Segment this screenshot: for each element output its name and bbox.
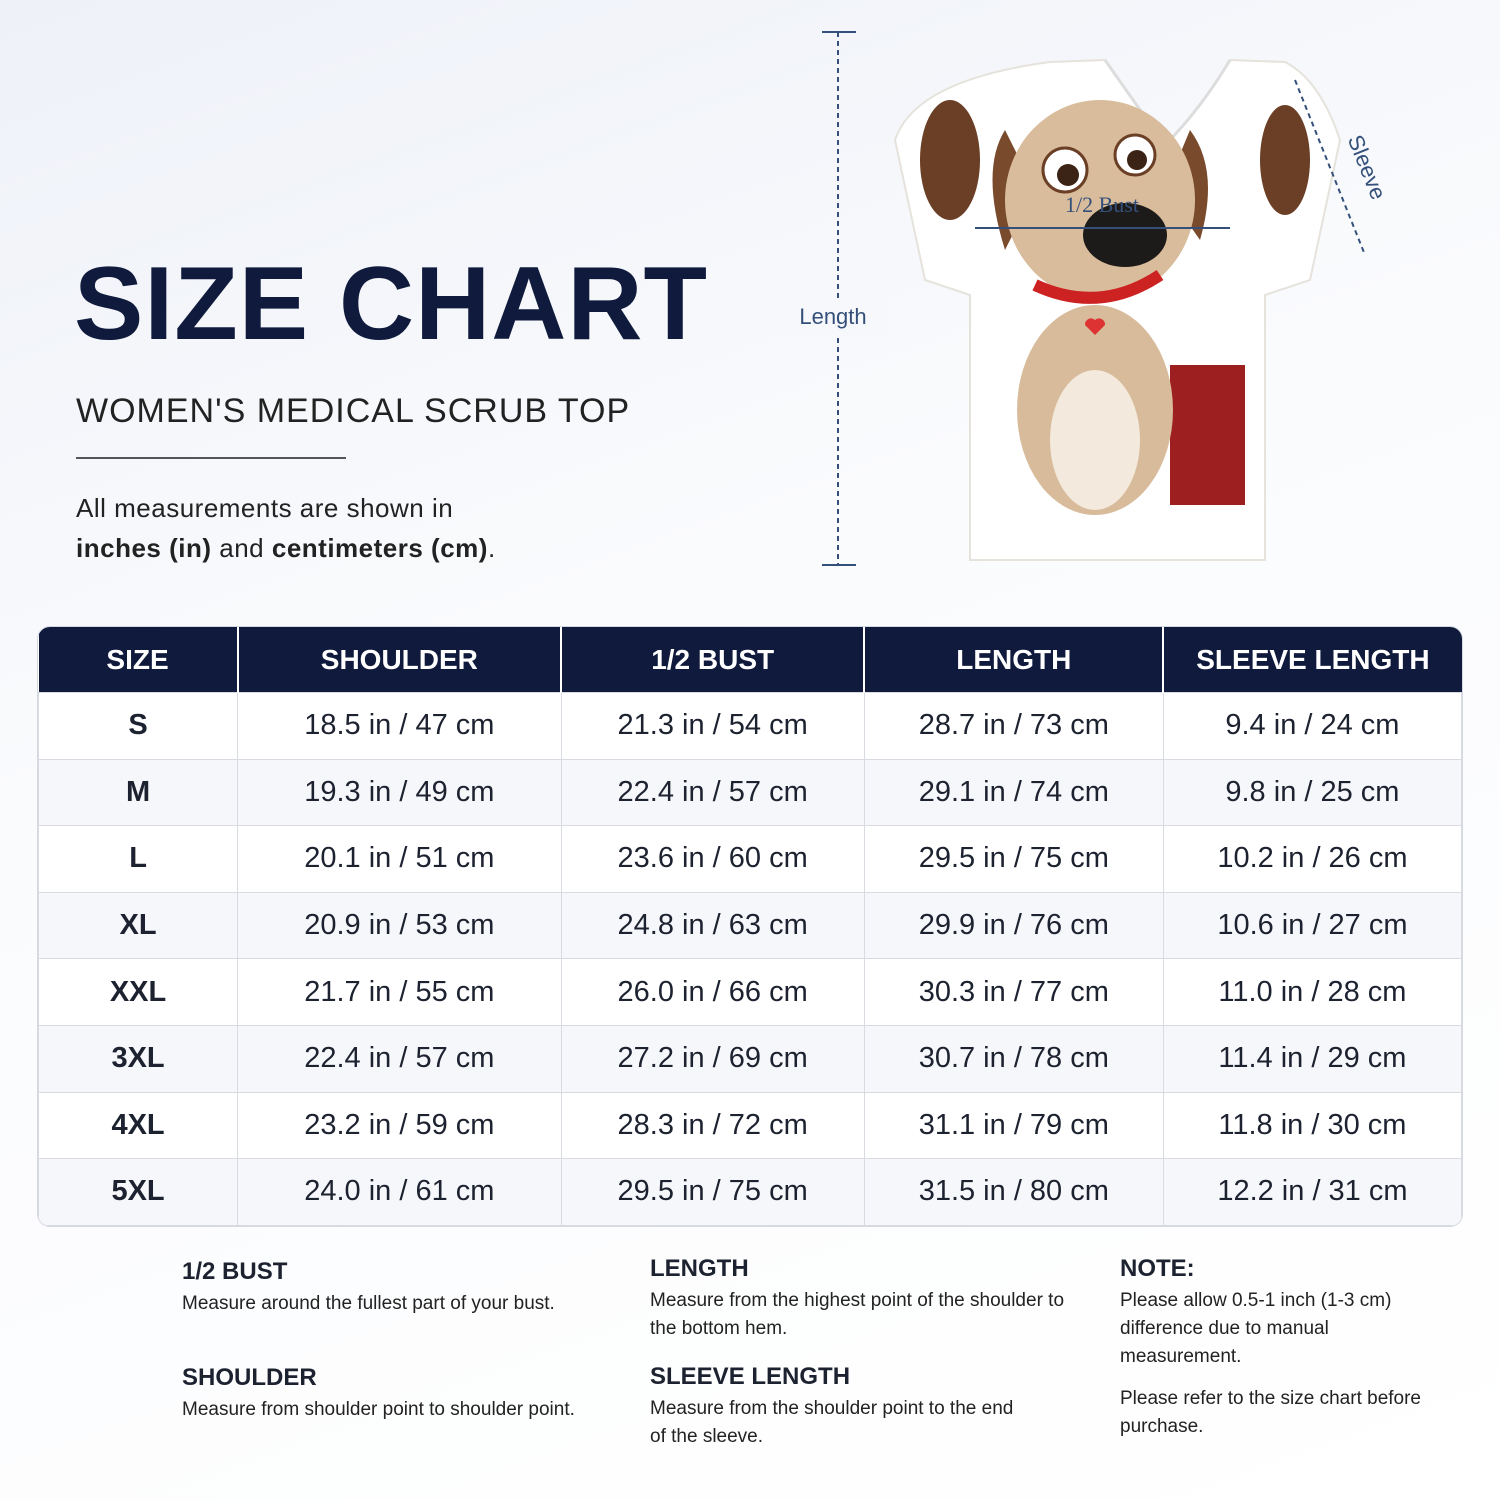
cell: 29.1 in / 74 cm: [863, 758, 1164, 827]
divider: [76, 457, 346, 459]
note: SLEEVE LENGTH Measure from the shoulder p…: [650, 1363, 1020, 1451]
note-text: Measure from shoulder point to shoulder …: [182, 1399, 575, 1420]
note: LENGTH Measure from the highest point of …: [650, 1255, 1090, 1343]
length-label: Length: [799, 304, 866, 329]
cell: 24.0 in / 61 cm: [237, 1158, 562, 1226]
column-header: LENGTH: [864, 627, 1165, 693]
table-row: XL 20.9 in / 53 cm 24.8 in / 63 cm 29.9 in …: [38, 891, 1462, 960]
intro-bold: centimeters (cm): [271, 533, 488, 563]
pattern: [920, 100, 980, 220]
pattern: [1260, 105, 1310, 215]
gift: [1170, 365, 1245, 505]
table-row: 3XL 22.4 in / 57 cm 27.2 in / 69 cm 30.7 in…: [38, 1024, 1462, 1093]
note-title: 1/2 BUST: [182, 1258, 288, 1285]
note-text: Measure around the fullest part of your …: [182, 1293, 555, 1314]
note-title: SHOULDER: [182, 1364, 317, 1391]
sleeve-line: [1294, 79, 1366, 256]
cell: 21.7 in / 55 cm: [237, 958, 562, 1026]
cell: 19.3 in / 49 cm: [237, 758, 562, 827]
size-cell: XL: [38, 891, 239, 960]
cell: 31.1 in / 79 cm: [863, 1091, 1164, 1160]
note-text: Measure from the shoulder point to the e…: [650, 1398, 1014, 1447]
dog-ears: [992, 130, 1208, 250]
bust-label: 1/2 Bust: [1065, 192, 1139, 217]
table-row: S 18.5 in / 47 cm 21.3 in / 54 cm 28.7 in /…: [38, 692, 1462, 760]
note-text: Please refer to the size chart before pu…: [1120, 1388, 1421, 1437]
cell: 27.2 in / 69 cm: [560, 1024, 865, 1093]
cell: 11.4 in / 29 cm: [1162, 1024, 1462, 1093]
dog-collar: [1032, 269, 1164, 304]
cell: 10.2 in / 26 cm: [1162, 825, 1462, 893]
note-title: LENGTH: [650, 1255, 749, 1282]
title: SIZE CHART: [74, 246, 708, 362]
cell: 24.8 in / 63 cm: [560, 891, 865, 960]
table-row: 4XL 23.2 in / 59 cm 28.3 in / 72 cm 31.1 in…: [38, 1091, 1462, 1160]
intro-text: .: [487, 533, 496, 563]
cell: 9.4 in / 24 cm: [1162, 692, 1462, 760]
column-header: SLEEVE LENGTH: [1163, 627, 1462, 693]
intro: All measurements are shown in inches (in)…: [76, 488, 496, 568]
size-cell: 4XL: [38, 1091, 239, 1160]
note-text: Measure from the highest point of the sh…: [650, 1290, 1065, 1339]
table-body: S 18.5 in / 47 cm 21.3 in / 54 cm 28.7 in /…: [38, 692, 1462, 1226]
note: NOTE: Please allow 0.5-1 inch (1-3 cm) di…: [1120, 1255, 1450, 1441]
dog-chest: [1050, 370, 1140, 510]
cell: 31.5 in / 80 cm: [863, 1158, 1164, 1226]
sleeve-label: Sleeve: [1343, 131, 1391, 203]
size-cell: XXL: [38, 958, 239, 1026]
size-cell: S: [38, 692, 239, 760]
cell: 28.7 in / 73 cm: [863, 692, 1164, 760]
label-bg: [788, 300, 888, 336]
header-row: SIZE SHOULDER 1/2 BUST LENGTH SLEEVE LENGTH: [38, 627, 1462, 693]
cell: 29.5 in / 75 cm: [863, 825, 1164, 893]
dog-pupil: [1057, 164, 1079, 186]
dog-tag: [1084, 318, 1106, 335]
table-row: XXL 21.7 in / 55 cm 26.0 in / 66 cm 30.3 in…: [38, 958, 1462, 1026]
size-cell: L: [38, 825, 239, 893]
intro-text: and: [219, 533, 265, 563]
column-header: 1/2 BUST: [561, 627, 866, 693]
intro-bold: inches (in): [76, 533, 212, 563]
cell: 9.8 in / 25 cm: [1162, 758, 1462, 827]
subtitle: WOMEN'S MEDICAL SCRUB TOP: [76, 392, 631, 430]
cell: 29.5 in / 75 cm: [560, 1158, 865, 1226]
cell: 22.4 in / 57 cm: [237, 1024, 562, 1093]
cell: 23.2 in / 59 cm: [237, 1091, 562, 1160]
cell: 29.9 in / 76 cm: [863, 891, 1164, 960]
cell: 12.2 in / 31 cm: [1162, 1158, 1462, 1226]
cell: 30.7 in / 78 cm: [863, 1024, 1164, 1093]
cell: 10.6 in / 27 cm: [1162, 891, 1462, 960]
column-header: SIZE: [38, 627, 239, 693]
note: SHOULDER Measure from shoulder point to s…: [182, 1364, 622, 1424]
dog-pupil: [1127, 150, 1147, 170]
dog-nose: [1083, 203, 1167, 267]
note-title: SLEEVE LENGTH: [650, 1363, 851, 1390]
cell: 22.4 in / 57 cm: [560, 758, 865, 827]
shirt-diagram: Length 1/2 Bust Sleeve: [788, 31, 1391, 566]
column-header: SHOULDER: [237, 627, 563, 693]
table-row: 5XL 24.0 in / 61 cm 29.5 in / 75 cm 31.5 in…: [38, 1158, 1462, 1226]
size-cell: 3XL: [38, 1024, 239, 1093]
size-cell: 5XL: [38, 1158, 239, 1226]
note: 1/2 BUST Measure around the fullest part …: [182, 1258, 602, 1318]
cell: 21.3 in / 54 cm: [560, 692, 865, 760]
cell: 20.9 in / 53 cm: [237, 891, 562, 960]
cell: 23.6 in / 60 cm: [560, 825, 865, 893]
size-cell: M: [38, 758, 239, 827]
cell: 11.0 in / 28 cm: [1162, 958, 1462, 1026]
table-row: L 20.1 in / 51 cm 23.6 in / 60 cm 29.5 in /…: [38, 825, 1462, 893]
cell: 26.0 in / 66 cm: [560, 958, 865, 1026]
note-title: NOTE:: [1120, 1255, 1195, 1282]
cell: 30.3 in / 77 cm: [863, 958, 1164, 1026]
intro-text: All measurements are shown in: [76, 493, 454, 523]
size-table: SIZE SHOULDER 1/2 BUST LENGTH SLEEVE LENGTH S…: [38, 627, 1462, 1226]
table-row: M 19.3 in / 49 cm 22.4 in / 57 cm 29.1 in /…: [38, 758, 1462, 827]
cell: 20.1 in / 51 cm: [237, 825, 562, 893]
cell: 18.5 in / 47 cm: [237, 692, 562, 760]
note-text: Please allow 0.5-1 inch (1-3 cm) differe…: [1120, 1290, 1392, 1367]
cell: 28.3 in / 72 cm: [560, 1091, 865, 1160]
cell: 11.8 in / 30 cm: [1162, 1091, 1462, 1160]
